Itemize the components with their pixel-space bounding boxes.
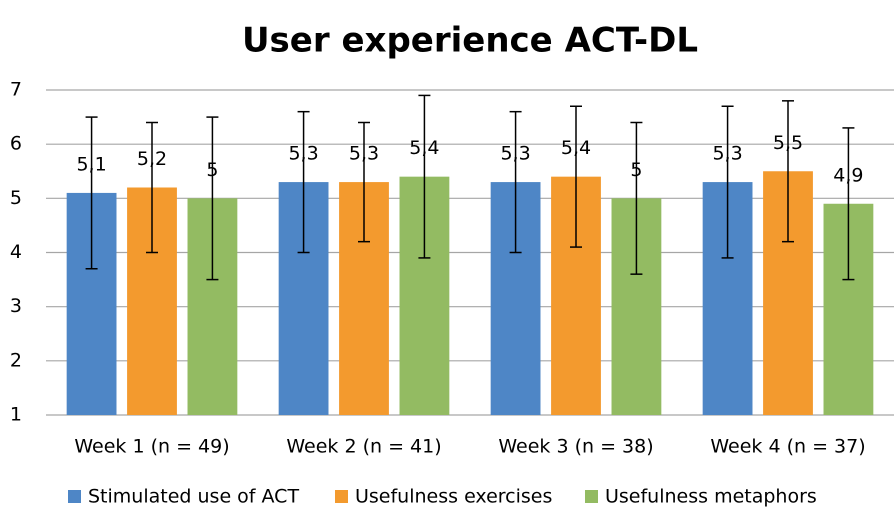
data-label: 5,3 bbox=[712, 143, 742, 165]
x-tick-label: Week 4 (n = 37) bbox=[710, 436, 865, 458]
data-label: 5,3 bbox=[288, 143, 318, 165]
data-label: 5,5 bbox=[773, 132, 803, 154]
data-label: 5,4 bbox=[561, 137, 591, 159]
data-label: 4,9 bbox=[833, 164, 863, 186]
y-tick-label: 4 bbox=[10, 241, 22, 263]
legend-label: Usefulness metaphors bbox=[605, 486, 817, 508]
data-label: 5,3 bbox=[349, 143, 379, 165]
legend-swatch bbox=[585, 490, 598, 503]
data-label: 5 bbox=[206, 159, 218, 181]
data-label: 5,3 bbox=[500, 143, 530, 165]
x-tick-label: Week 3 (n = 38) bbox=[498, 436, 653, 458]
x-tick-label: Week 1 (n = 49) bbox=[74, 436, 229, 458]
data-label: 5 bbox=[630, 159, 642, 181]
y-tick-label: 7 bbox=[10, 79, 22, 101]
data-label: 5,2 bbox=[137, 148, 167, 170]
y-tick-label: 5 bbox=[10, 187, 22, 209]
y-tick-label: 2 bbox=[10, 349, 22, 371]
legend-swatch bbox=[335, 490, 348, 503]
legend-label: Stimulated use of ACT bbox=[88, 486, 299, 508]
x-tick-label: Week 2 (n = 41) bbox=[286, 436, 441, 458]
data-label: 5,1 bbox=[76, 153, 106, 175]
y-tick-label: 3 bbox=[10, 295, 22, 317]
chart-title: User experience ACT-DL bbox=[242, 21, 698, 61]
y-tick-label: 1 bbox=[10, 404, 22, 426]
legend-label: Usefulness exercises bbox=[355, 486, 552, 508]
data-label: 5,4 bbox=[409, 137, 439, 159]
legend-swatch bbox=[68, 490, 81, 503]
y-tick-label: 6 bbox=[10, 133, 22, 155]
